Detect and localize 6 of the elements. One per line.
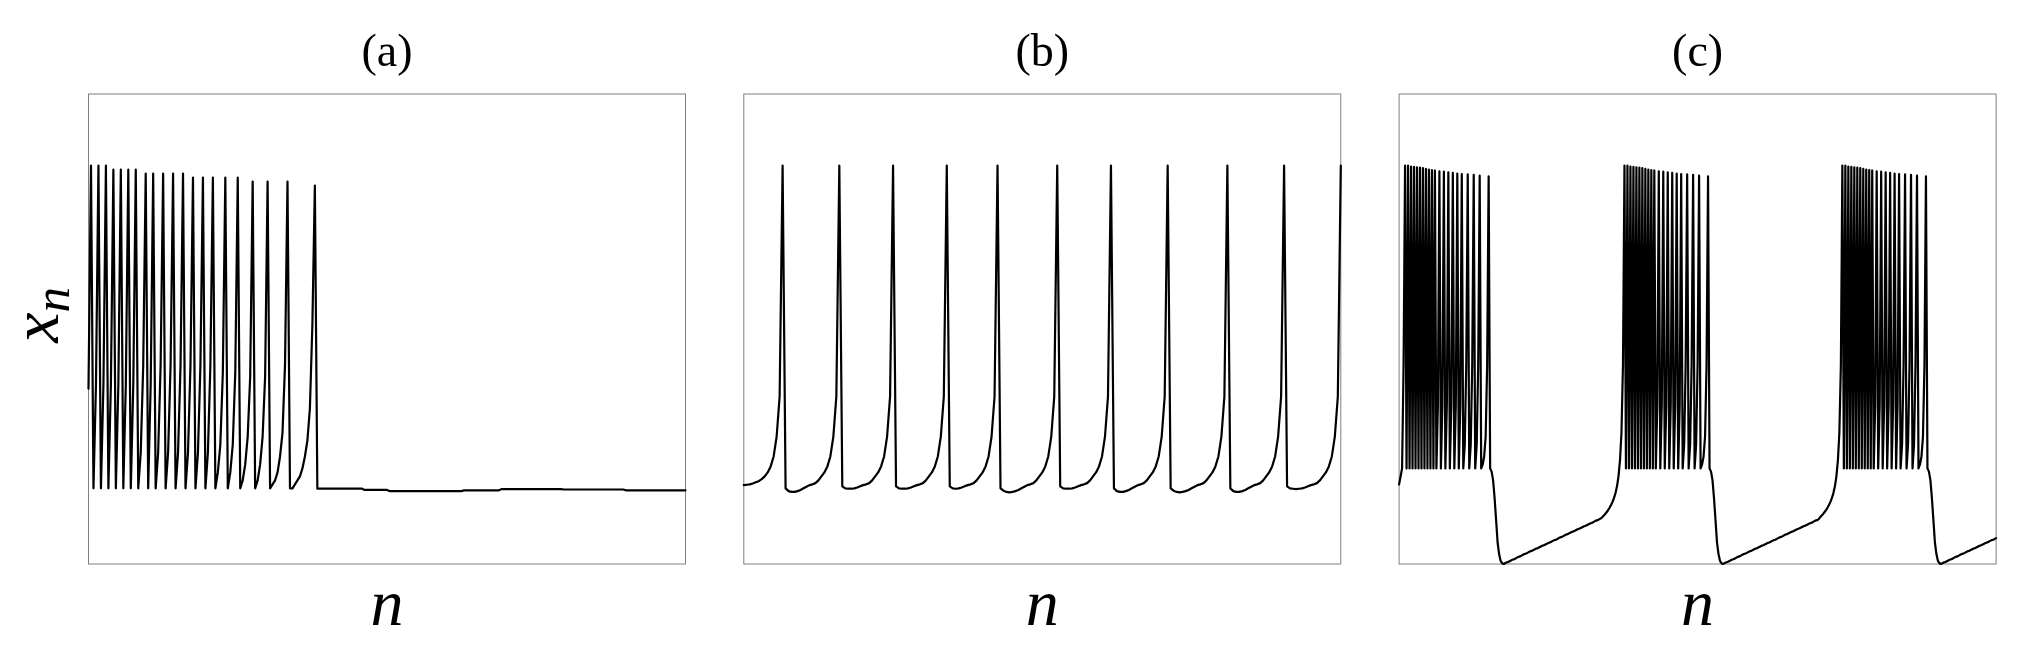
x-axis-title: n: [370, 566, 404, 639]
x-axis-title: n: [1681, 566, 1715, 639]
chart-title: (c): [1672, 25, 1724, 76]
x-axis-title: n: [1025, 566, 1059, 639]
chart-title: (b): [1015, 25, 1070, 76]
chart-title: (a): [361, 25, 413, 76]
